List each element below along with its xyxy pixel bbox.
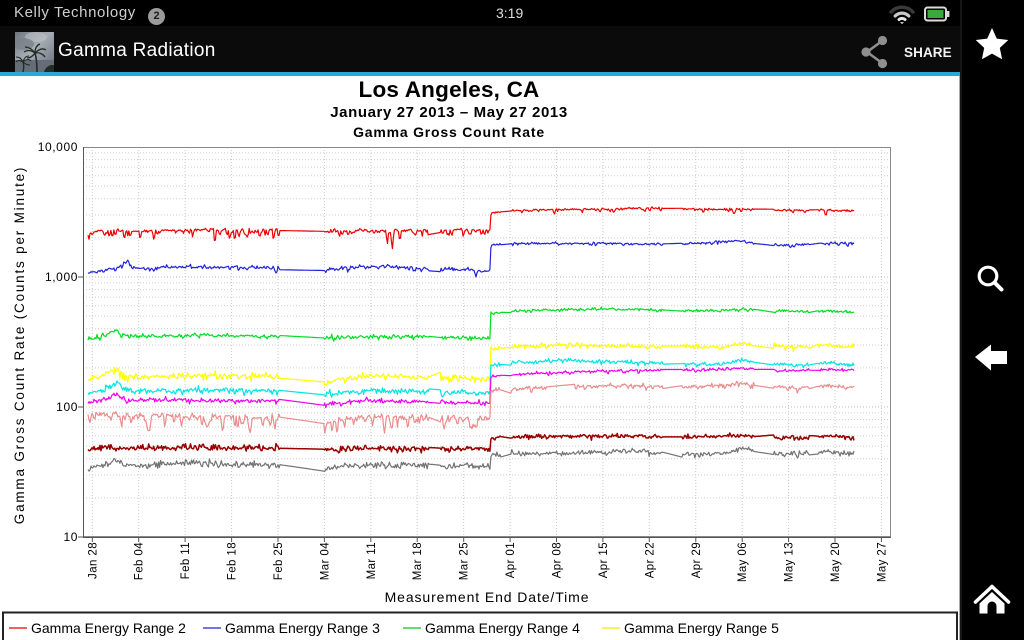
svg-text:100: 100	[56, 400, 78, 414]
svg-text:Apr 29: Apr 29	[691, 542, 703, 578]
svg-text:May 06: May 06	[737, 542, 749, 582]
svg-text:May 20: May 20	[830, 542, 842, 582]
svg-text:Mar 18: Mar 18	[412, 542, 424, 580]
svg-text:Mar 04: Mar 04	[319, 542, 331, 580]
svg-text:Mar 11: Mar 11	[366, 542, 378, 579]
svg-text:Apr 15: Apr 15	[598, 542, 610, 578]
svg-text:Feb 25: Feb 25	[273, 542, 285, 580]
svg-text:Mar 25: Mar 25	[459, 542, 471, 580]
svg-text:Apr 22: Apr 22	[644, 542, 656, 578]
svg-text:Apr 01: Apr 01	[505, 542, 517, 578]
svg-text:January 27 2013 – May 27 2013: January 27 2013 – May 27 2013	[330, 104, 568, 121]
svg-text:Feb 18: Feb 18	[227, 542, 239, 580]
svg-text:Feb 04: Feb 04	[134, 542, 146, 580]
svg-text:Measurement End Date/Time: Measurement End Date/Time	[385, 589, 590, 605]
svg-text:Gamma Gross Count Rate (Counts: Gamma Gross Count Rate (Counts per Minut…	[12, 166, 27, 524]
svg-text:Gamma Energy Range 5: Gamma Energy Range 5	[624, 620, 779, 636]
svg-text:Apr 08: Apr 08	[552, 542, 564, 578]
svg-text:Gamma Gross Count Rate: Gamma Gross Count Rate	[353, 124, 545, 140]
svg-text:Gamma Energy Range 2: Gamma Energy Range 2	[31, 620, 186, 636]
svg-text:May 27: May 27	[876, 542, 888, 582]
svg-text:Gamma Energy Range 3: Gamma Energy Range 3	[225, 620, 380, 636]
svg-text:Los Angeles, CA: Los Angeles, CA	[359, 77, 540, 102]
svg-text:1,000: 1,000	[45, 270, 78, 284]
svg-text:Feb 11: Feb 11	[180, 542, 192, 579]
svg-text:May 13: May 13	[784, 542, 796, 582]
svg-text:Gamma Energy Range 4: Gamma Energy Range 4	[425, 620, 580, 636]
svg-text:10,000: 10,000	[38, 140, 78, 154]
svg-text:10: 10	[63, 530, 78, 544]
svg-text:Jan 28: Jan 28	[87, 542, 99, 579]
